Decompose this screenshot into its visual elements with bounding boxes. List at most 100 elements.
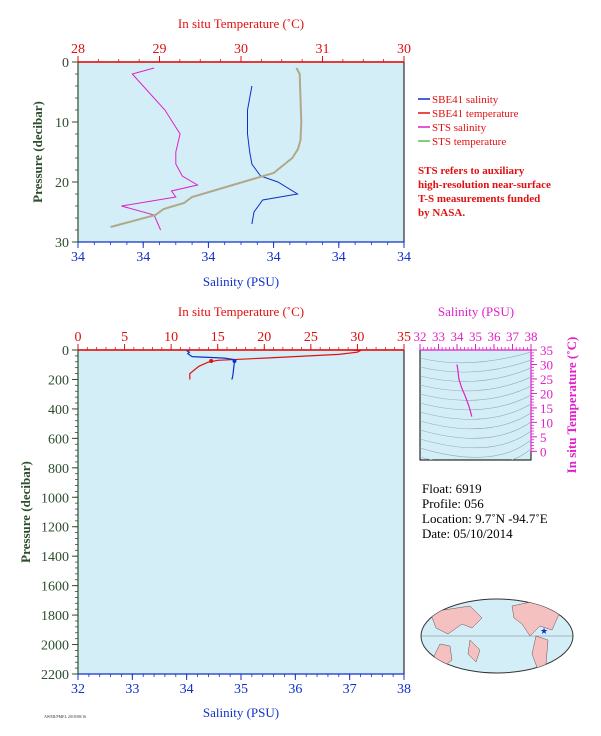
top-axis-2: 0 5 10 15 20 25 30 35 xyxy=(75,330,411,351)
left-axis-2-tick-label: 200 xyxy=(48,373,69,388)
bottom-axis-1-tick-label: 34 xyxy=(136,250,150,265)
left-axis-2-tick-label: 2000 xyxy=(41,639,69,654)
float-location-marker: ★ xyxy=(540,626,548,636)
top-axis-1-tick-label: 30 xyxy=(234,42,248,57)
left-axis-2-tick-label: 1800 xyxy=(41,609,69,624)
series-sts-temperature xyxy=(110,67,303,228)
note-line-1: STS refers to auxiliary xyxy=(418,165,525,177)
left-axis-1-tick-label: 20 xyxy=(55,176,69,191)
chart-1: In situ Temperature (˚C) 28 29 30 31 30 34 34… xyxy=(30,16,551,289)
top-axis-title-1: In situ Temperature (˚C) xyxy=(178,16,304,31)
right-axis-3-tick-label: 5 xyxy=(540,430,547,445)
legend-label-sts-temperature: STS temperature xyxy=(432,136,506,148)
bottom-axis-1-tick-label: 34 xyxy=(267,250,281,265)
left-axis-title-1: Pressure (decibar) xyxy=(30,101,45,203)
top-axis-2-tick-label: 35 xyxy=(397,330,411,345)
left-axis-2-tick-label: 2200 xyxy=(41,668,69,683)
top-axis-3-tick-label: 33 xyxy=(432,329,445,344)
left-axis-1-tick-label: 0 xyxy=(62,56,69,71)
left-axis-1: 0 10 20 30 xyxy=(55,56,79,251)
top-axis-1-tick-label: 31 xyxy=(316,42,330,57)
series-sbe41-salinity xyxy=(247,85,299,225)
bottom-axis-2-tick-label: 34 xyxy=(180,682,194,697)
left-axis-2: 0 200 400 600 800 1000 1200 1400 1600 1800 2000 220… xyxy=(41,344,79,683)
bottom-axis-1-tick-label: 34 xyxy=(397,250,411,265)
top-axis-2-tick-label: 5 xyxy=(121,330,128,345)
bottom-axis-2: 32 33 34 35 36 37 38 xyxy=(71,673,411,697)
bottom-axis-title-2: Salinity (PSU) xyxy=(203,705,279,720)
top-axis-2-tick-label: 20 xyxy=(257,330,271,345)
top-axis-title-2: In situ Temperature (˚C) xyxy=(178,304,304,319)
left-axis-title-2: Pressure (decibar) xyxy=(18,461,33,563)
series-group-1 xyxy=(110,67,303,231)
float-info: Float: 6919 Profile: 056 Location: 9.7˚N… xyxy=(422,481,548,541)
top-axis-title-3: Salinity (PSU) xyxy=(438,304,514,319)
right-axis-3-tick-label: 20 xyxy=(540,386,553,401)
top-axis-1-tick-label: 30 xyxy=(397,42,411,57)
top-axis-2-tick-label: 30 xyxy=(350,330,364,345)
world-map: ★ xyxy=(420,598,574,674)
left-axis-1-tick-label: 30 xyxy=(55,236,69,251)
chart-2: In situ Temperature (˚C) 0 5 10 15 20 25 30 35 … xyxy=(18,304,411,720)
salinity-marker xyxy=(232,359,237,364)
series-sts-salinity xyxy=(121,67,199,231)
top-axis-2-tick-label: 0 xyxy=(75,330,82,345)
bottom-axis-1-tick-label: 34 xyxy=(201,250,215,265)
right-axis-3-tick-label: 25 xyxy=(540,372,553,387)
series-ts-profile xyxy=(456,364,473,417)
note-line-4: by NASA. xyxy=(418,207,465,219)
top-axis-3: 32 33 34 35 36 37 38 xyxy=(414,329,538,351)
top-axis-2-tick-label: 25 xyxy=(304,330,318,345)
right-axis-3-tick-label: 30 xyxy=(540,357,553,372)
bottom-axis-1-tick-label: 34 xyxy=(332,250,346,265)
profile-number: Profile: 056 xyxy=(422,496,484,511)
bottom-axis-2-tick-label: 33 xyxy=(125,682,139,697)
plot-area-2 xyxy=(77,349,405,675)
left-axis-2-tick-label: 1400 xyxy=(41,550,69,565)
density-contours xyxy=(420,351,531,460)
left-axis-2-tick-label: 0 xyxy=(62,344,69,359)
temperature-marker xyxy=(209,359,214,364)
left-axis-2-tick-label: 1000 xyxy=(41,491,69,506)
right-axis-3-tick-label: 15 xyxy=(540,401,553,416)
series-group-3 xyxy=(456,364,473,417)
legend-label-sbe41-salinity: SBE41 salinity xyxy=(432,94,499,106)
top-axis-1-tick-label: 29 xyxy=(153,42,167,57)
legend-label-sts-salinity: STS salinity xyxy=(432,122,487,134)
bottom-axis-1: 34 34 34 34 34 34 xyxy=(71,241,411,265)
note-line-3: T-S measurements funded xyxy=(418,193,540,205)
right-axis-title-3: In situ Temperature (˚C) xyxy=(564,337,579,474)
left-axis-2-tick-label: 400 xyxy=(48,403,69,418)
top-axis-1-tick-label: 28 xyxy=(71,42,85,57)
note-line-2: high-resolution near-surface xyxy=(418,179,551,191)
bottom-axis-title-1: Salinity (PSU) xyxy=(203,274,279,289)
legend-label-sbe41-temperature: SBE41 temperature xyxy=(432,108,519,120)
bottom-axis-2-tick-label: 35 xyxy=(234,682,248,697)
right-axis-3-tick-label: 10 xyxy=(540,415,553,430)
top-axis-3-tick-label: 38 xyxy=(525,329,538,344)
top-axis-3-tick-label: 35 xyxy=(469,329,482,344)
sts-note: STS refers to auxiliary high-resolution … xyxy=(418,165,551,219)
top-axis-2-tick-label: 15 xyxy=(211,330,225,345)
bottom-axis-2-tick-label: 37 xyxy=(343,682,357,697)
left-axis-2-tick-label: 1200 xyxy=(41,521,69,536)
legend-1: SBE41 salinity SBE41 temperature STS sal… xyxy=(418,94,519,148)
left-axis-2-tick-label: 600 xyxy=(48,432,69,447)
top-axis-3-tick-label: 32 xyxy=(414,329,427,344)
top-axis-3-tick-label: 36 xyxy=(488,329,502,344)
right-axis-3-tick-label: 0 xyxy=(540,444,547,459)
date: Date: 05/10/2014 xyxy=(422,526,513,541)
series-group-2 xyxy=(186,350,363,380)
left-axis-2-tick-label: 1600 xyxy=(41,580,69,595)
bottom-axis-2-tick-label: 38 xyxy=(397,682,411,697)
float-id: Float: 6919 xyxy=(422,481,482,496)
left-axis-1-tick-label: 10 xyxy=(55,116,69,131)
top-axis-3-tick-label: 37 xyxy=(506,329,520,344)
top-axis-1: 28 29 30 31 30 xyxy=(71,42,411,63)
footer-credit: AWMI/PMEL 2018/08/16 xyxy=(44,714,86,719)
bottom-axis-1-tick-label: 34 xyxy=(71,250,85,265)
plot-area-1 xyxy=(77,61,405,243)
bottom-axis-2-tick-label: 32 xyxy=(71,682,85,697)
